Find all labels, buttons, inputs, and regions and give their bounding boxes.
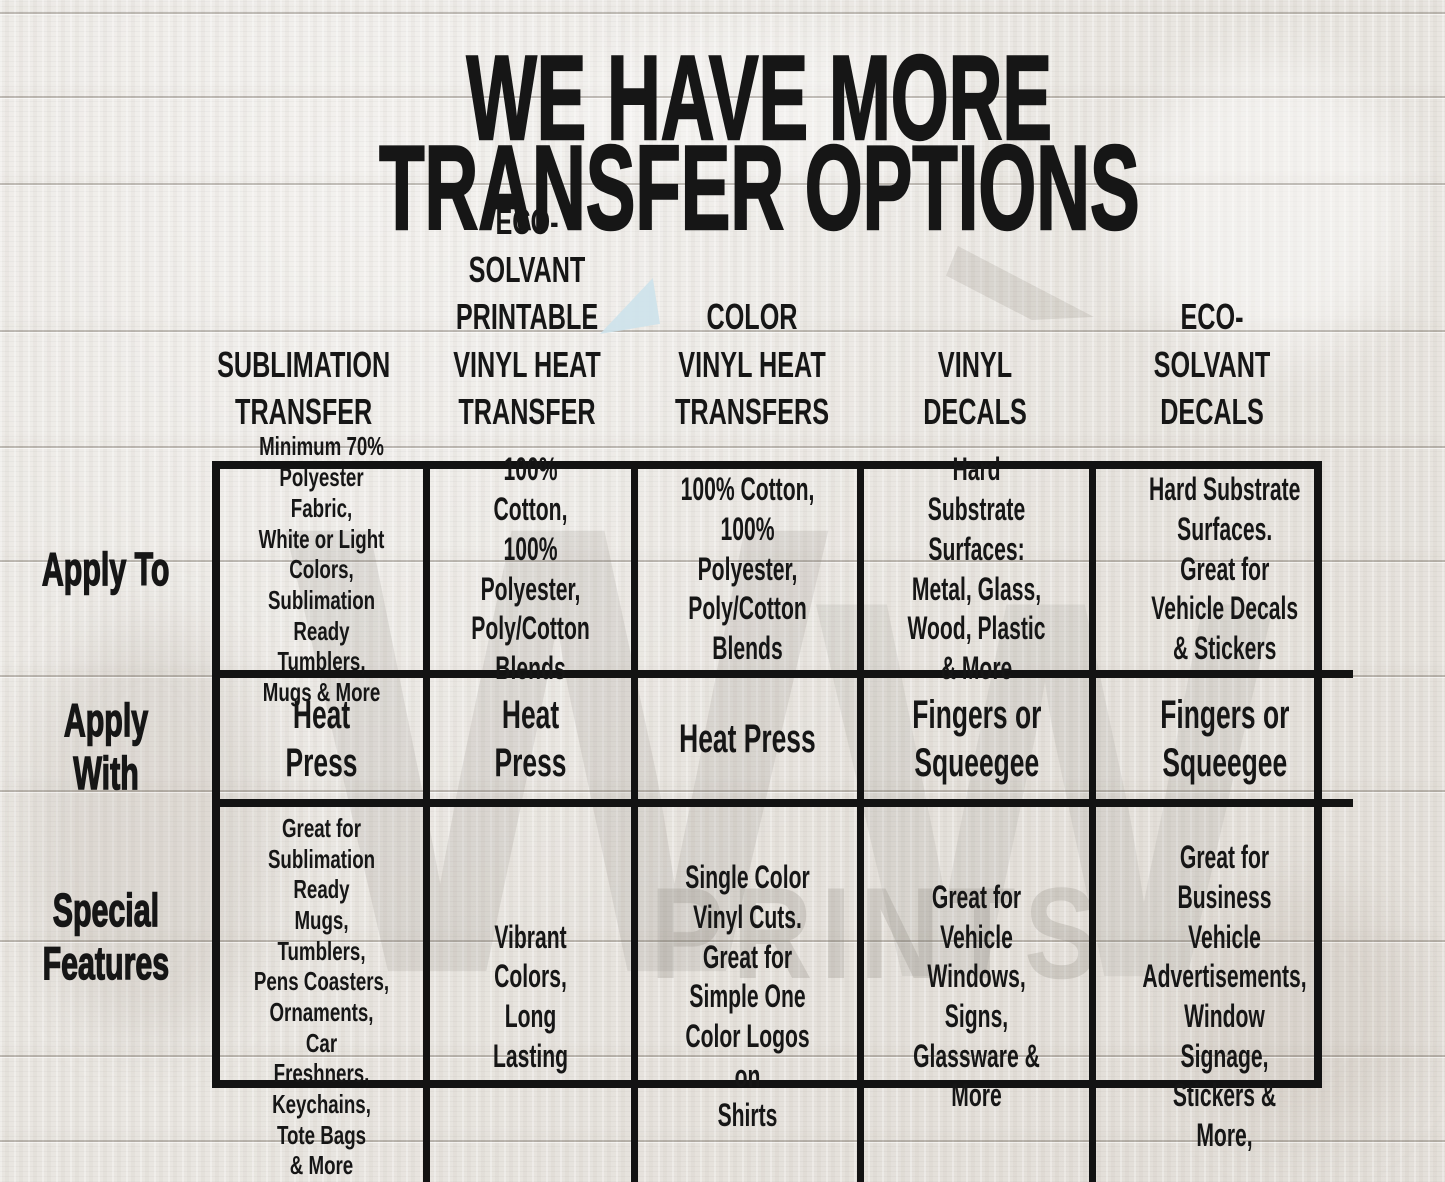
comparison-table: Minimum 70% Polyester Fabric, White or L… [212, 431, 1353, 1182]
cell-text: Heat Press [494, 692, 567, 785]
plank-seam [0, 560, 1445, 562]
plank-seam [0, 330, 1445, 332]
row-label-special-features: Special Features [4, 802, 208, 1072]
table-cell: Vibrant Colors, Long Lasting [430, 807, 638, 1182]
cell-text: Great for Sublimation Ready Mugs, Tumble… [253, 813, 390, 1181]
cell-text: Vibrant Colors, Long Lasting [492, 918, 569, 1074]
table-cell: Heat Press [430, 678, 638, 807]
cell-text: 100% Cotton, 100% Polyester, Poly/Cotton… [471, 451, 590, 686]
row-label-text: Special Features [42, 883, 170, 989]
cell-text: Heat Press [679, 716, 816, 761]
table-cell: Hard Substrate Surfaces. Great for Vehic… [1096, 469, 1353, 678]
column-header-sublimation-transfer: SUBLIMATION TRANSFER [198, 240, 410, 436]
table-cell: Great for Sublimation Ready Mugs, Tumble… [220, 807, 430, 1182]
plank-seam [0, 790, 1445, 792]
wood-shade-patch [1180, 880, 1420, 1140]
table-cell: Great for Vehicle Windows, Signs, Glassw… [864, 807, 1096, 1182]
wood-shade-patch [30, 620, 270, 1040]
wood-light-patch [560, 40, 980, 190]
column-header-label: COLOR VINYL HEAT TRANSFERS [674, 296, 829, 433]
plank-seam [0, 940, 1445, 942]
cell-text: Great for Vehicle Windows, Signs, Glassw… [913, 879, 1040, 1114]
table-cell: Single Color Vinyl Cuts. Great for Simpl… [638, 807, 864, 1182]
wood-light-patch [1130, 60, 1410, 360]
row-label-text: Apply To [42, 542, 171, 596]
cell-text: Single Color Vinyl Cuts. Great for Simpl… [685, 859, 810, 1134]
table-cell: Great for Business Vehicle Advertisement… [1096, 807, 1353, 1182]
column-header-eco-solvant-printable-vinyl: ECO-SOLVANT PRINTABLE VINYL HEAT TRANSFE… [421, 201, 633, 436]
cell-text: Fingers or Squeegee [911, 692, 1042, 785]
column-header-label: ECO-SOLVANT PRINTABLE VINYL HEAT TRANSFE… [453, 201, 601, 433]
page-title-line1: WE HAVE MORE [466, 31, 1053, 165]
cell-text: Hard Substrate Surfaces: Metal, Glass, W… [907, 451, 1046, 686]
table-cell: Fingers or Squeegee [864, 678, 1096, 807]
plank-seam [0, 446, 1445, 448]
cell-text: Fingers or Squeegee [1159, 692, 1290, 785]
column-header-label: VINYL DECALS [923, 343, 1027, 433]
cell-text: Hard Substrate Surfaces. Great for Vehic… [1148, 471, 1301, 667]
plank-seam [0, 1055, 1445, 1057]
table-cell: Heat Press [220, 678, 430, 807]
row-label-apply-to: Apply To [4, 461, 208, 678]
plank-seam [0, 1140, 1445, 1142]
column-header-label: ECO-SOLVANT DECALS [1153, 296, 1271, 433]
page-title-line2: TRANSFER OPTIONS [378, 121, 1140, 255]
cell-text: Minimum 70% Polyester Fabric, White or L… [258, 431, 385, 707]
page-title: TRANSFER OPTIONS [0, 121, 1445, 255]
table-cell: 100% Cotton, 100% Polyester, Poly/Cotton… [430, 451, 638, 686]
column-header-color-vinyl-heat: COLOR VINYL HEAT TRANSFERS [639, 240, 865, 436]
table-cell: Hard Substrate Surfaces: Metal, Glass, W… [864, 451, 1096, 686]
cell-text: Heat Press [285, 692, 358, 785]
row-label-apply-with: Apply With [4, 678, 208, 815]
table-cell: Fingers or Squeegee [1096, 678, 1353, 807]
column-header-eco-solvant-decals: ECO-SOLVANT DECALS [1099, 240, 1325, 436]
plank-seam [0, 183, 1445, 185]
cell-text: 100% Cotton, 100% Polyester, Poly/Cotton… [680, 471, 815, 667]
plank-seam [0, 96, 1445, 98]
column-header-vinyl-decals: VINYL DECALS [862, 240, 1088, 436]
page-title: WE HAVE MORE [0, 31, 1445, 165]
cell-text: Great for Business Vehicle Advertisement… [1142, 839, 1307, 1154]
table-cell: 100% Cotton, 100% Polyester, Poly/Cotton… [638, 469, 864, 678]
table-cell: Minimum 70% Polyester Fabric, White or L… [220, 431, 430, 707]
table-cell: Heat Press [638, 678, 864, 807]
row-label-text: Apply With [63, 693, 149, 799]
plank-seam [0, 12, 1445, 14]
column-header-label: SUBLIMATION TRANSFER [217, 343, 391, 433]
